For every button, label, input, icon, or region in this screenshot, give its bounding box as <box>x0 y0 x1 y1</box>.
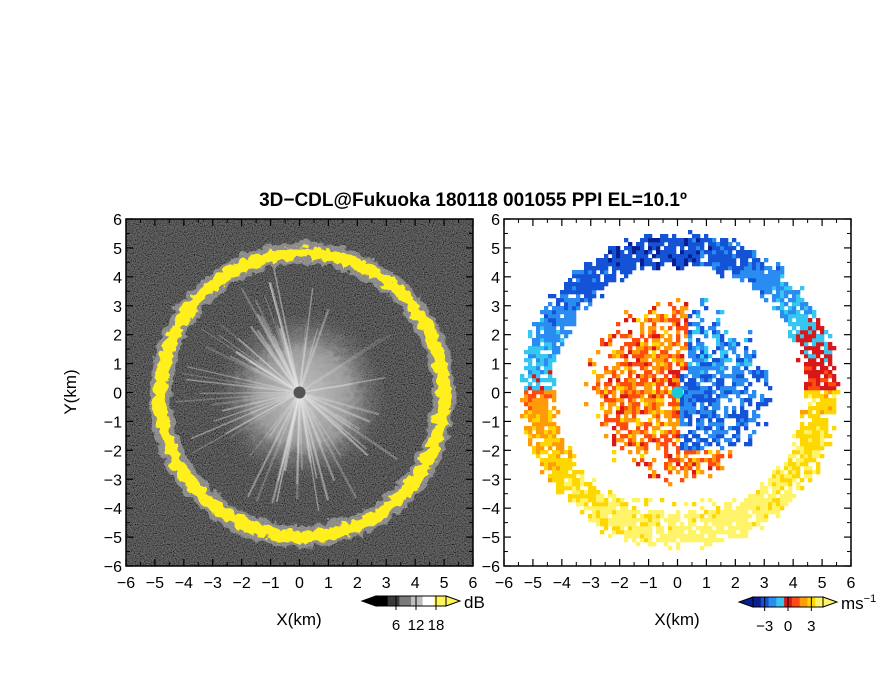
reflectivity-colorbar-swatch <box>411 596 424 606</box>
reflectivity-y-tick-label: −6 <box>104 559 122 576</box>
velocity-y-tick-label: 5 <box>491 241 500 258</box>
velocity-y-tick-label: 2 <box>491 328 500 345</box>
reflectivity-y-tick-label: 0 <box>113 386 122 403</box>
velocity-x-tick-label: 5 <box>818 575 827 592</box>
velocity-x-tick-label: −6 <box>495 575 513 592</box>
velocity-x-tick-label: −2 <box>611 575 629 592</box>
velocity-x-tick-label: 4 <box>789 575 798 592</box>
reflectivity-y-tick-label: 4 <box>113 270 122 287</box>
reflectivity-y-tick-label: −4 <box>104 501 122 518</box>
velocity-y-tick-label: −6 <box>482 559 500 576</box>
reflectivity-y-tick-label: 5 <box>113 241 122 258</box>
reflectivity-x-tick-label: −5 <box>146 575 164 592</box>
velocity-x-tick-label: 0 <box>673 575 682 592</box>
reflectivity-colorbar-swatch <box>422 596 435 606</box>
reflectivity-colorbar-tick-label: 6 <box>392 617 400 634</box>
velocity-colorbar-unit: ms−1 <box>841 593 876 613</box>
reflectivity-y-tick-label: −3 <box>104 472 122 489</box>
reflectivity-x-tick-label: 3 <box>382 575 391 592</box>
reflectivity-y-tick-label: 1 <box>113 357 122 374</box>
radar-center-marker <box>293 386 306 399</box>
reflectivity-x-tick-label: 1 <box>324 575 333 592</box>
velocity-y-tick-label: −2 <box>482 443 500 460</box>
figure-title: 3D−CDL@Fukuoka 180118 001055 PPI EL=10.1… <box>259 190 687 211</box>
reflectivity-x-tick-label: −3 <box>204 575 222 592</box>
velocity-x-tick-label: −1 <box>639 575 657 592</box>
reflectivity-y-tick-label: 6 <box>113 212 122 229</box>
x-axis-title-right: X(km) <box>654 610 699 629</box>
velocity-y-tick-label: 6 <box>491 212 500 229</box>
reflectivity-x-tick-label: −1 <box>261 575 279 592</box>
velocity-x-tick-label: 6 <box>847 575 856 592</box>
reflectivity-colorbar-unit: dB <box>464 593 485 612</box>
reflectivity-x-tick-label: 6 <box>469 575 478 592</box>
reflectivity-colorbar-swatch <box>387 596 400 606</box>
yellow-ring <box>151 244 448 541</box>
reflectivity-y-tick-label: −5 <box>104 530 122 547</box>
y-axis-title: Y(km) <box>61 369 80 414</box>
velocity-y-tick-label: −4 <box>482 501 500 518</box>
reflectivity-x-tick-label: 4 <box>411 575 420 592</box>
reflectivity-colorbar-swatch <box>376 596 389 606</box>
reflectivity-x-tick-label: −6 <box>117 575 135 592</box>
velocity-colorbar: −3 0 3 ms−1 <box>737 593 876 635</box>
velocity-colorbar-swatch <box>799 597 808 607</box>
reflectivity-y-tick-label: 3 <box>113 299 122 316</box>
radial-streaks <box>175 268 399 512</box>
velocity-colorbar-swatch <box>753 597 762 607</box>
reflectivity-x-tick-label: 2 <box>353 575 362 592</box>
velocity-y-tick-label: −3 <box>482 472 500 489</box>
velocity-colorbar-unit-exponent: −1 <box>864 593 877 605</box>
reflectivity-y-tick-label: −2 <box>104 443 122 460</box>
velocity-colorbar-swatch <box>791 597 801 607</box>
reflectivity-x-tick-label: 5 <box>440 575 449 592</box>
velocity-x-tick-label: −3 <box>582 575 600 592</box>
velocity-colorbar-swatch <box>815 597 824 607</box>
reflectivity-colorbar-swatch <box>399 596 412 606</box>
velocity-field <box>520 230 841 551</box>
velocity-y-tick-label: 0 <box>491 386 500 403</box>
x-axis-title-left: X(km) <box>276 610 321 629</box>
velocity-y-tick-label: −1 <box>482 414 500 431</box>
velocity-y-tick-label: −5 <box>482 530 500 547</box>
velocity-y-tick-label: 3 <box>491 299 500 316</box>
reflectivity-y-tick-label: 2 <box>113 328 122 345</box>
velocity-x-tick-label: 1 <box>702 575 711 592</box>
velocity-panel: −6 −5 −4 −3 −2 −1 0 1 2 3 4 5 6 −6 −5 −4 −3 −2 −1 0 1 2 3 4 5 6 <box>482 212 856 592</box>
reflectivity-x-tick-label: 0 <box>295 575 304 592</box>
radar-center-marker <box>671 386 684 399</box>
reflectivity-colorbar-tick-label: 12 <box>408 617 425 634</box>
velocity-x-tick-label: 3 <box>760 575 769 592</box>
velocity-colorbar-tick-label: 0 <box>784 618 792 635</box>
velocity-colorbar-swatch <box>768 597 777 607</box>
velocity-x-tick-label: −4 <box>553 575 571 592</box>
velocity-y-tick-label: 4 <box>491 270 500 287</box>
velocity-colorbar-tick-label: 3 <box>807 618 815 635</box>
reflectivity-panel: −6 −5 −4 −3 −2 −1 0 1 2 3 4 5 6 −6 −5 −4 −3 −2 −1 0 1 2 3 4 5 6 <box>104 212 478 592</box>
velocity-colorbar-tick-label: −3 <box>756 618 773 635</box>
reflectivity-x-tick-label: −2 <box>233 575 251 592</box>
velocity-x-tick-label: 2 <box>731 575 740 592</box>
reflectivity-y-tick-label: −1 <box>104 414 122 431</box>
velocity-x-tick-label: −5 <box>524 575 542 592</box>
reflectivity-colorbar: 6 12 18 dB <box>360 593 485 634</box>
velocity-y-tick-label: 1 <box>491 357 500 374</box>
velocity-colorbar-swatch <box>776 597 785 607</box>
reflectivity-colorbar-swatch <box>434 596 447 606</box>
reflectivity-colorbar-tick-label: 18 <box>428 617 445 634</box>
reflectivity-x-tick-label: −4 <box>175 575 193 592</box>
